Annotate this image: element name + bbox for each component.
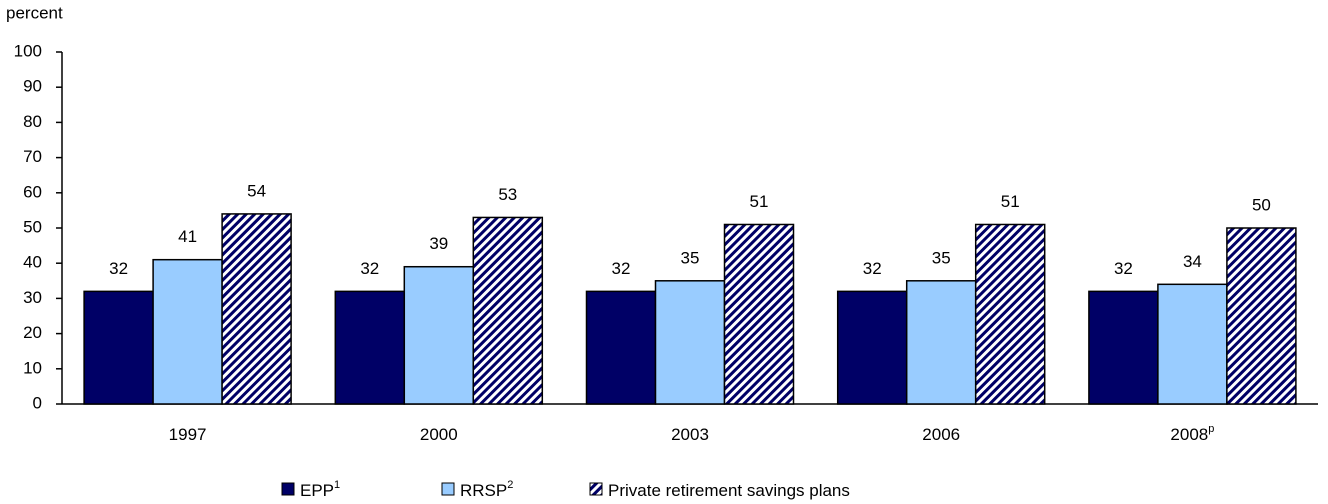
bar — [585, 290, 657, 405]
legend-name: EPP — [300, 481, 334, 500]
category-label: 2003 — [671, 425, 709, 444]
x-tick-label: 2006 — [922, 425, 960, 444]
data-label: 32 — [109, 259, 128, 278]
bar — [152, 258, 223, 405]
bar — [472, 216, 544, 405]
bar — [1088, 290, 1159, 405]
y-tick-label: 80 — [23, 112, 42, 131]
bar — [654, 280, 726, 405]
category-label: 1997 — [169, 425, 207, 444]
x-tick-label: 2000 — [420, 425, 458, 444]
data-label: 34 — [1183, 252, 1202, 271]
bar — [334, 290, 406, 405]
bar — [905, 280, 977, 405]
legend-name: Private retirement savings plans — [608, 481, 850, 500]
y-tick-label: 70 — [23, 147, 42, 166]
data-label: 35 — [681, 248, 700, 267]
y-tick-label: 0 — [33, 393, 42, 412]
data-label: 51 — [1001, 192, 1020, 211]
data-label: 32 — [360, 259, 379, 278]
y-tick-label: 50 — [23, 217, 42, 236]
y-tick-label: 30 — [23, 288, 42, 307]
y-axis-label: percent — [6, 3, 63, 22]
data-label: 53 — [498, 185, 517, 204]
data-label: 32 — [1114, 259, 1133, 278]
data-label: 41 — [178, 227, 197, 246]
data-label: 54 — [247, 181, 266, 200]
y-tick-label: 10 — [23, 358, 42, 377]
x-tick-label: 2003 — [671, 425, 709, 444]
bar — [83, 290, 154, 405]
x-tick-label: 1997 — [169, 425, 207, 444]
data-label: 35 — [932, 248, 951, 267]
y-tick-label: 40 — [23, 253, 42, 272]
legend-label: EPP1 — [300, 479, 340, 501]
legend-label: Private retirement savings plans — [608, 481, 850, 500]
legend-name: RRSP — [460, 481, 507, 500]
category-label: 2000 — [420, 425, 458, 444]
legend-swatch — [281, 482, 295, 496]
y-tick-label: 100 — [14, 41, 42, 60]
bar — [403, 265, 475, 405]
y-tick-label: 20 — [23, 323, 42, 342]
legend-label: RRSP2 — [460, 479, 513, 501]
data-label: 32 — [612, 259, 631, 278]
legend-swatch — [441, 482, 455, 496]
bar — [836, 290, 908, 405]
x-tick-label: 2008p — [1170, 423, 1214, 445]
bar — [723, 223, 795, 405]
data-label: 51 — [750, 192, 769, 211]
y-tick-label: 90 — [23, 77, 42, 96]
bar — [1226, 227, 1297, 405]
bar — [1157, 283, 1228, 405]
legend-note: 2 — [507, 479, 513, 491]
category-note: p — [1208, 423, 1214, 435]
category-label: 2006 — [922, 425, 960, 444]
data-label: 32 — [863, 259, 882, 278]
legend-note: 1 — [334, 479, 340, 491]
bar — [974, 223, 1046, 405]
bar — [221, 213, 292, 405]
y-tick-label: 60 — [23, 182, 42, 201]
data-label: 50 — [1252, 195, 1271, 214]
data-label: 39 — [429, 234, 448, 253]
legend-swatch — [589, 482, 603, 496]
category-label: 2008 — [1170, 425, 1208, 444]
